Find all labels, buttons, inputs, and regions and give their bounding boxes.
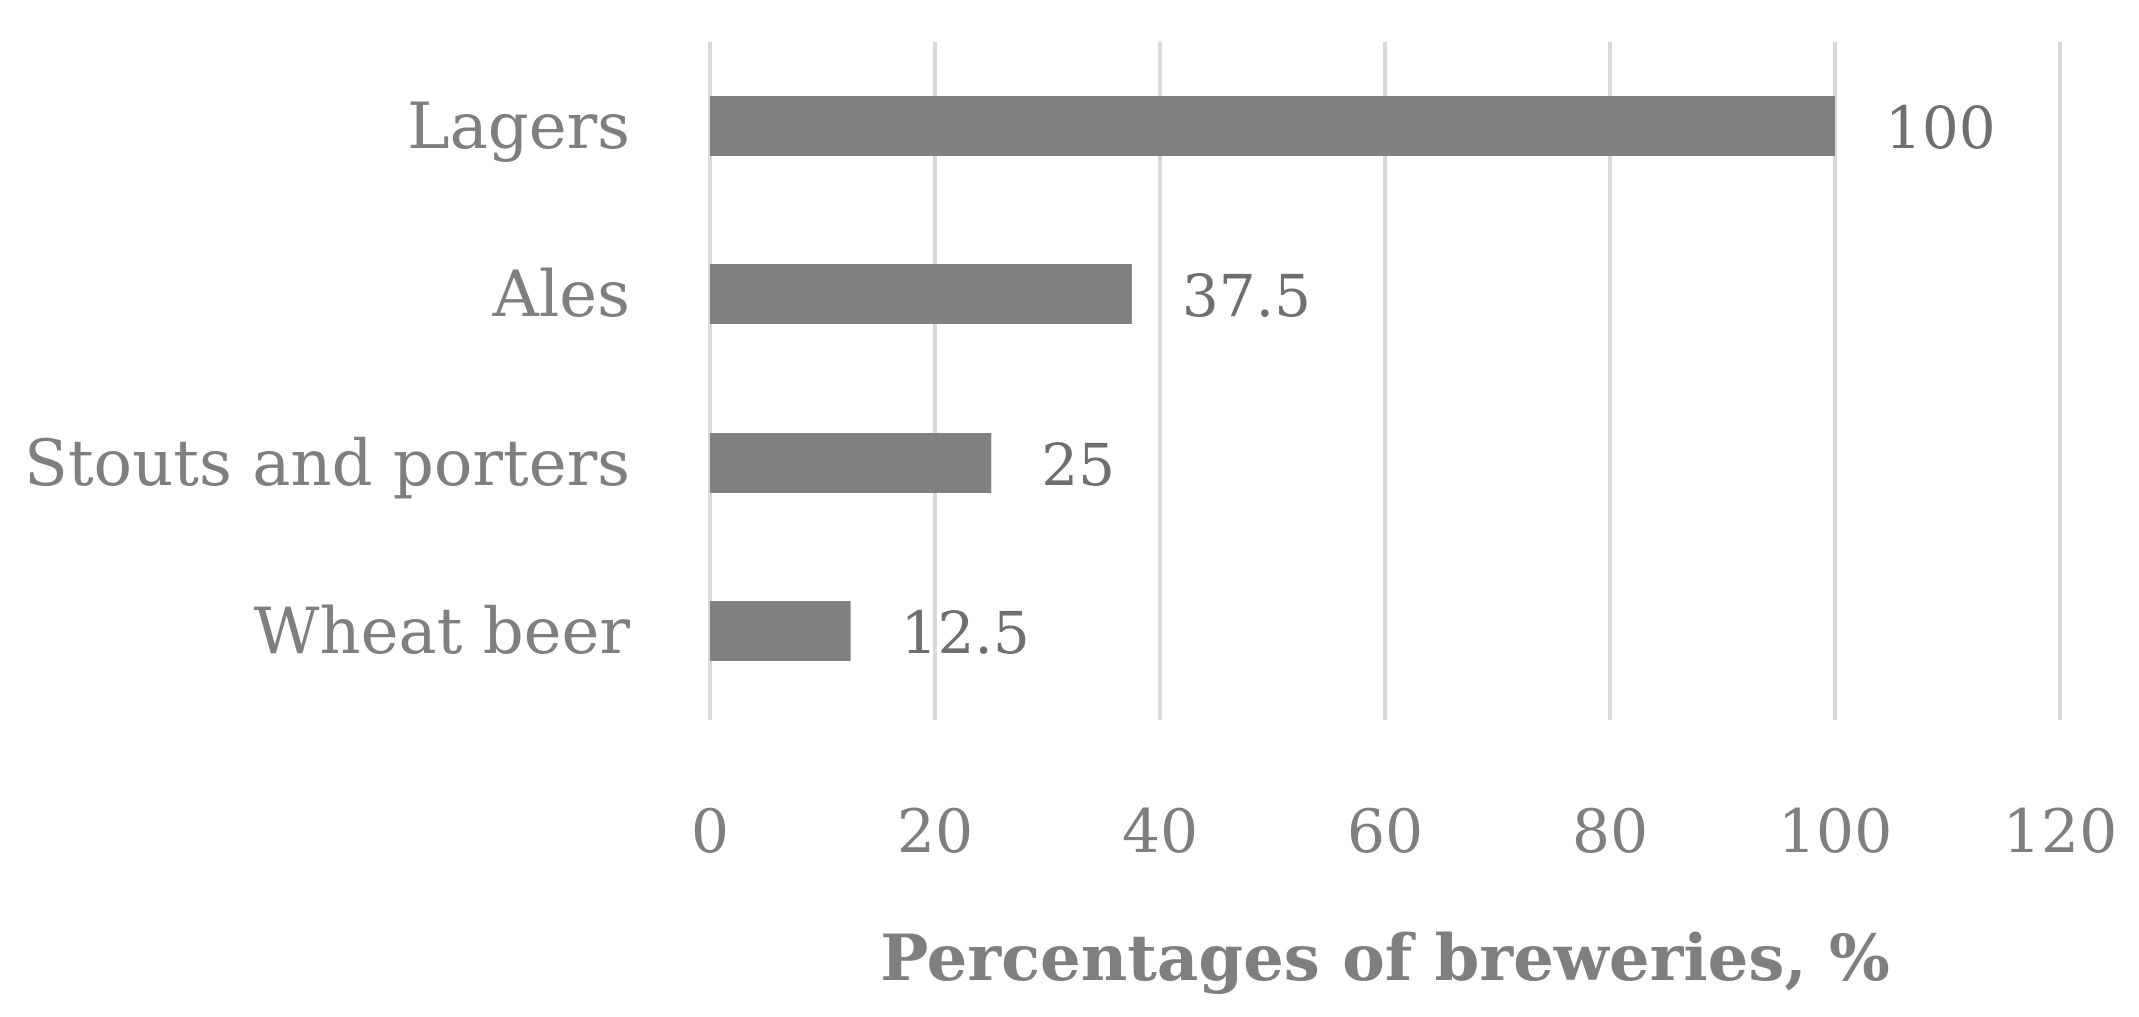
bars <box>710 96 1835 661</box>
x-tick-label-0: 0 <box>691 797 729 867</box>
data-labels: 100 37.5 25 12.5 <box>901 94 1996 667</box>
data-label-ales: 37.5 <box>1182 262 1311 330</box>
bar-stouts-and-porters <box>710 433 992 493</box>
x-tick-label-60: 60 <box>1347 797 1423 867</box>
bar-ales <box>710 264 1132 324</box>
category-label-stouts-and-porters: Stouts and porters <box>24 427 630 501</box>
x-tick-labels: 0 20 40 60 80 100 120 <box>691 797 2117 867</box>
data-label-wheat-beer: 12.5 <box>901 599 1030 667</box>
bar-lagers <box>710 96 1835 156</box>
data-label-stouts-and-porters: 25 <box>1041 431 1115 499</box>
category-labels: Lagers Ales Stouts and porters Wheat beer <box>24 90 630 669</box>
x-tick-label-120: 120 <box>2003 797 2118 867</box>
data-label-lagers: 100 <box>1885 94 1996 162</box>
category-label-lagers: Lagers <box>407 90 630 164</box>
x-tick-label-40: 40 <box>1122 797 1198 867</box>
category-label-wheat-beer: Wheat beer <box>254 595 631 669</box>
category-label-ales: Ales <box>492 258 630 332</box>
x-tick-label-20: 20 <box>897 797 973 867</box>
x-axis-title: Percentages of breweries, % <box>880 921 1890 996</box>
x-tick-label-80: 80 <box>1572 797 1648 867</box>
bar-wheat-beer <box>710 601 851 661</box>
x-tick-label-100: 100 <box>1778 797 1893 867</box>
